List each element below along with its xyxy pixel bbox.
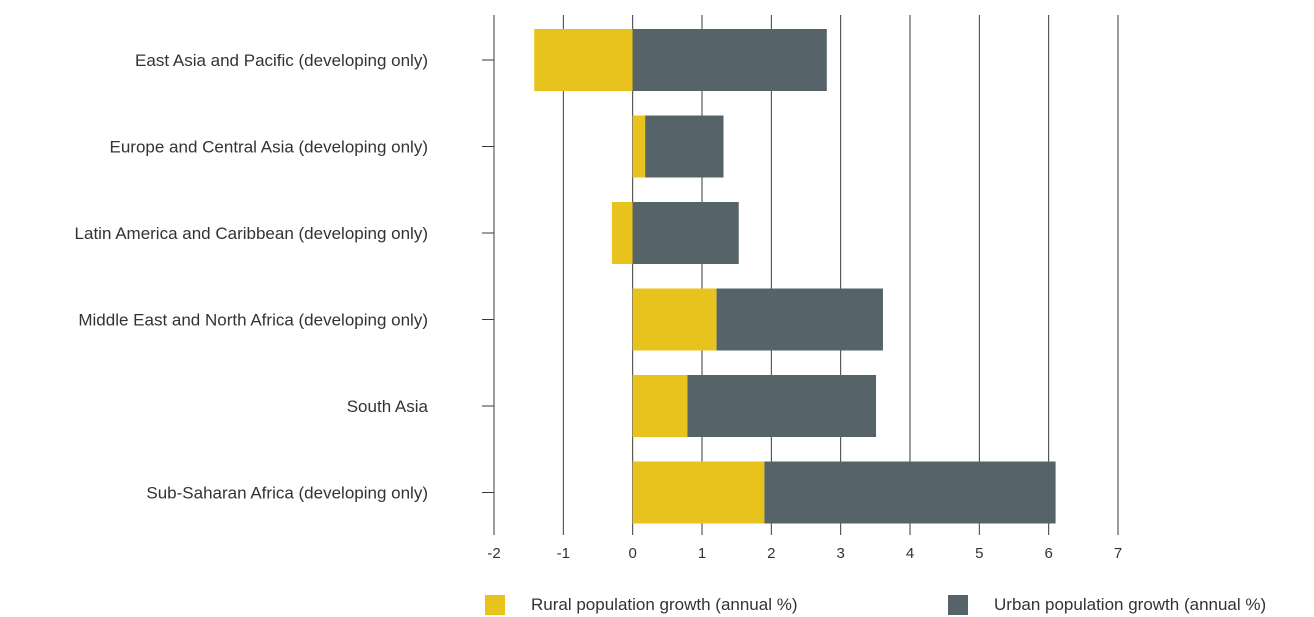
- legend-item-urban: Urban population growth (annual %): [948, 594, 1266, 616]
- category-labels: East Asia and Pacific (developing only) E…: [75, 51, 429, 503]
- x-tick-label: 2: [767, 545, 775, 562]
- x-tick-label: 4: [906, 545, 914, 562]
- legend-label-rural: Rural population growth (annual %): [531, 595, 798, 614]
- gridlines: [562, 15, 1119, 535]
- y-axis: [482, 15, 495, 535]
- bar-rural: [632, 375, 688, 437]
- category-label: East Asia and Pacific (developing only): [135, 51, 428, 70]
- x-tick-label: 3: [836, 545, 844, 562]
- category-label: Latin America and Caribbean (developing …: [75, 224, 428, 243]
- bar-urban: [632, 202, 739, 264]
- x-tick-labels: -2 -1 0 1 2 3 4 5 6 7: [487, 545, 1122, 562]
- bar-rural: [534, 29, 633, 91]
- category-label: Sub-Saharan Africa (developing only): [146, 484, 428, 503]
- legend-swatch-urban: [948, 595, 968, 615]
- category-label: Middle East and North Africa (developing…: [78, 311, 428, 330]
- legend-swatch-rural: [485, 595, 505, 615]
- legend-label-urban: Urban population growth (annual %): [994, 595, 1267, 614]
- bar-rural: [632, 288, 717, 351]
- bar-rural: [632, 115, 646, 178]
- legend-item-rural: Rural population growth (annual %): [485, 594, 798, 616]
- bar-rural: [632, 461, 765, 524]
- x-tick-label: 0: [628, 545, 636, 562]
- x-tick-label: 7: [1114, 545, 1122, 562]
- bar-rural: [611, 202, 633, 264]
- bar-urban: [645, 115, 724, 178]
- x-tick-label: 5: [975, 545, 983, 562]
- bar-urban: [716, 288, 883, 351]
- x-tick-label: 6: [1044, 545, 1052, 562]
- bar-urban: [687, 375, 877, 437]
- x-tick-label: 1: [698, 545, 706, 562]
- bar-chart: East Asia and Pacific (developing only) E…: [75, 15, 1122, 562]
- x-tick-label: -1: [557, 545, 570, 562]
- category-label: South Asia: [347, 397, 429, 416]
- bar-urban: [632, 29, 827, 91]
- bar-urban: [764, 461, 1056, 524]
- category-label: Europe and Central Asia (developing only…: [110, 138, 428, 157]
- x-tick-label: -2: [487, 545, 500, 562]
- bars: [534, 29, 1056, 524]
